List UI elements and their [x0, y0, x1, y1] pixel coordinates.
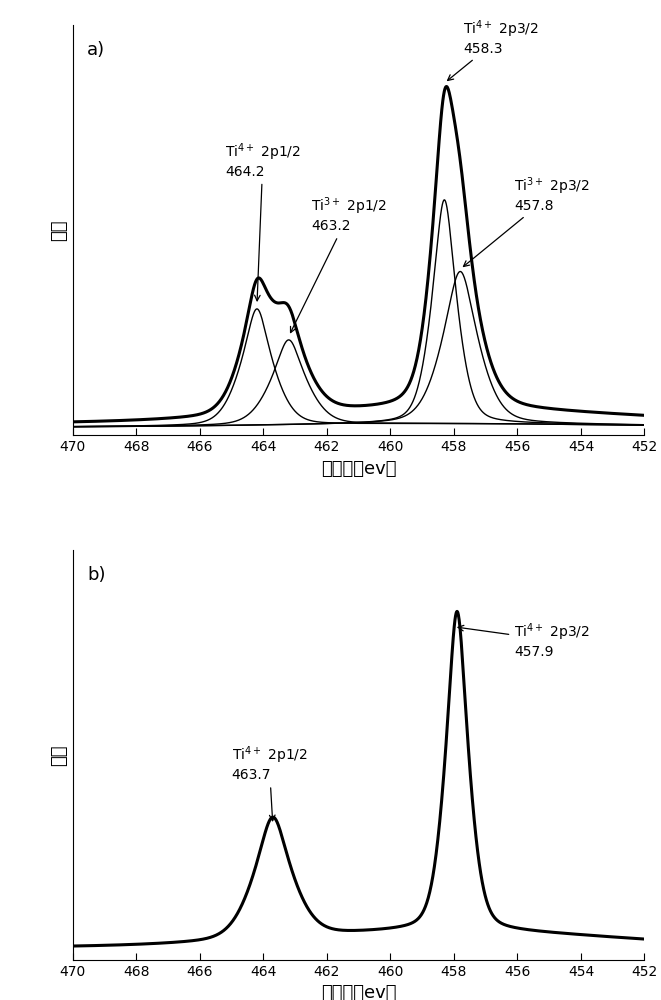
Text: b): b)	[87, 566, 106, 584]
Text: Ti$^{3+}$ 2p3/2
457.8: Ti$^{3+}$ 2p3/2 457.8	[463, 175, 590, 266]
Text: Ti$^{4+}$ 2p1/2
464.2: Ti$^{4+}$ 2p1/2 464.2	[225, 141, 301, 301]
X-axis label: 结合能（ev）: 结合能（ev）	[321, 460, 397, 478]
Text: Ti$^{4+}$ 2p3/2
458.3: Ti$^{4+}$ 2p3/2 458.3	[447, 18, 539, 80]
X-axis label: 结合能（ev）: 结合能（ev）	[321, 984, 397, 1000]
Text: Ti$^{3+}$ 2p1/2
463.2: Ti$^{3+}$ 2p1/2 463.2	[291, 196, 386, 333]
Y-axis label: 强度: 强度	[50, 219, 69, 241]
Text: Ti$^{4+}$ 2p3/2
457.9: Ti$^{4+}$ 2p3/2 457.9	[458, 621, 590, 659]
Text: Ti$^{4+}$ 2p1/2
463.7: Ti$^{4+}$ 2p1/2 463.7	[231, 744, 307, 821]
Text: a): a)	[87, 41, 105, 59]
Y-axis label: 强度: 强度	[50, 744, 69, 766]
